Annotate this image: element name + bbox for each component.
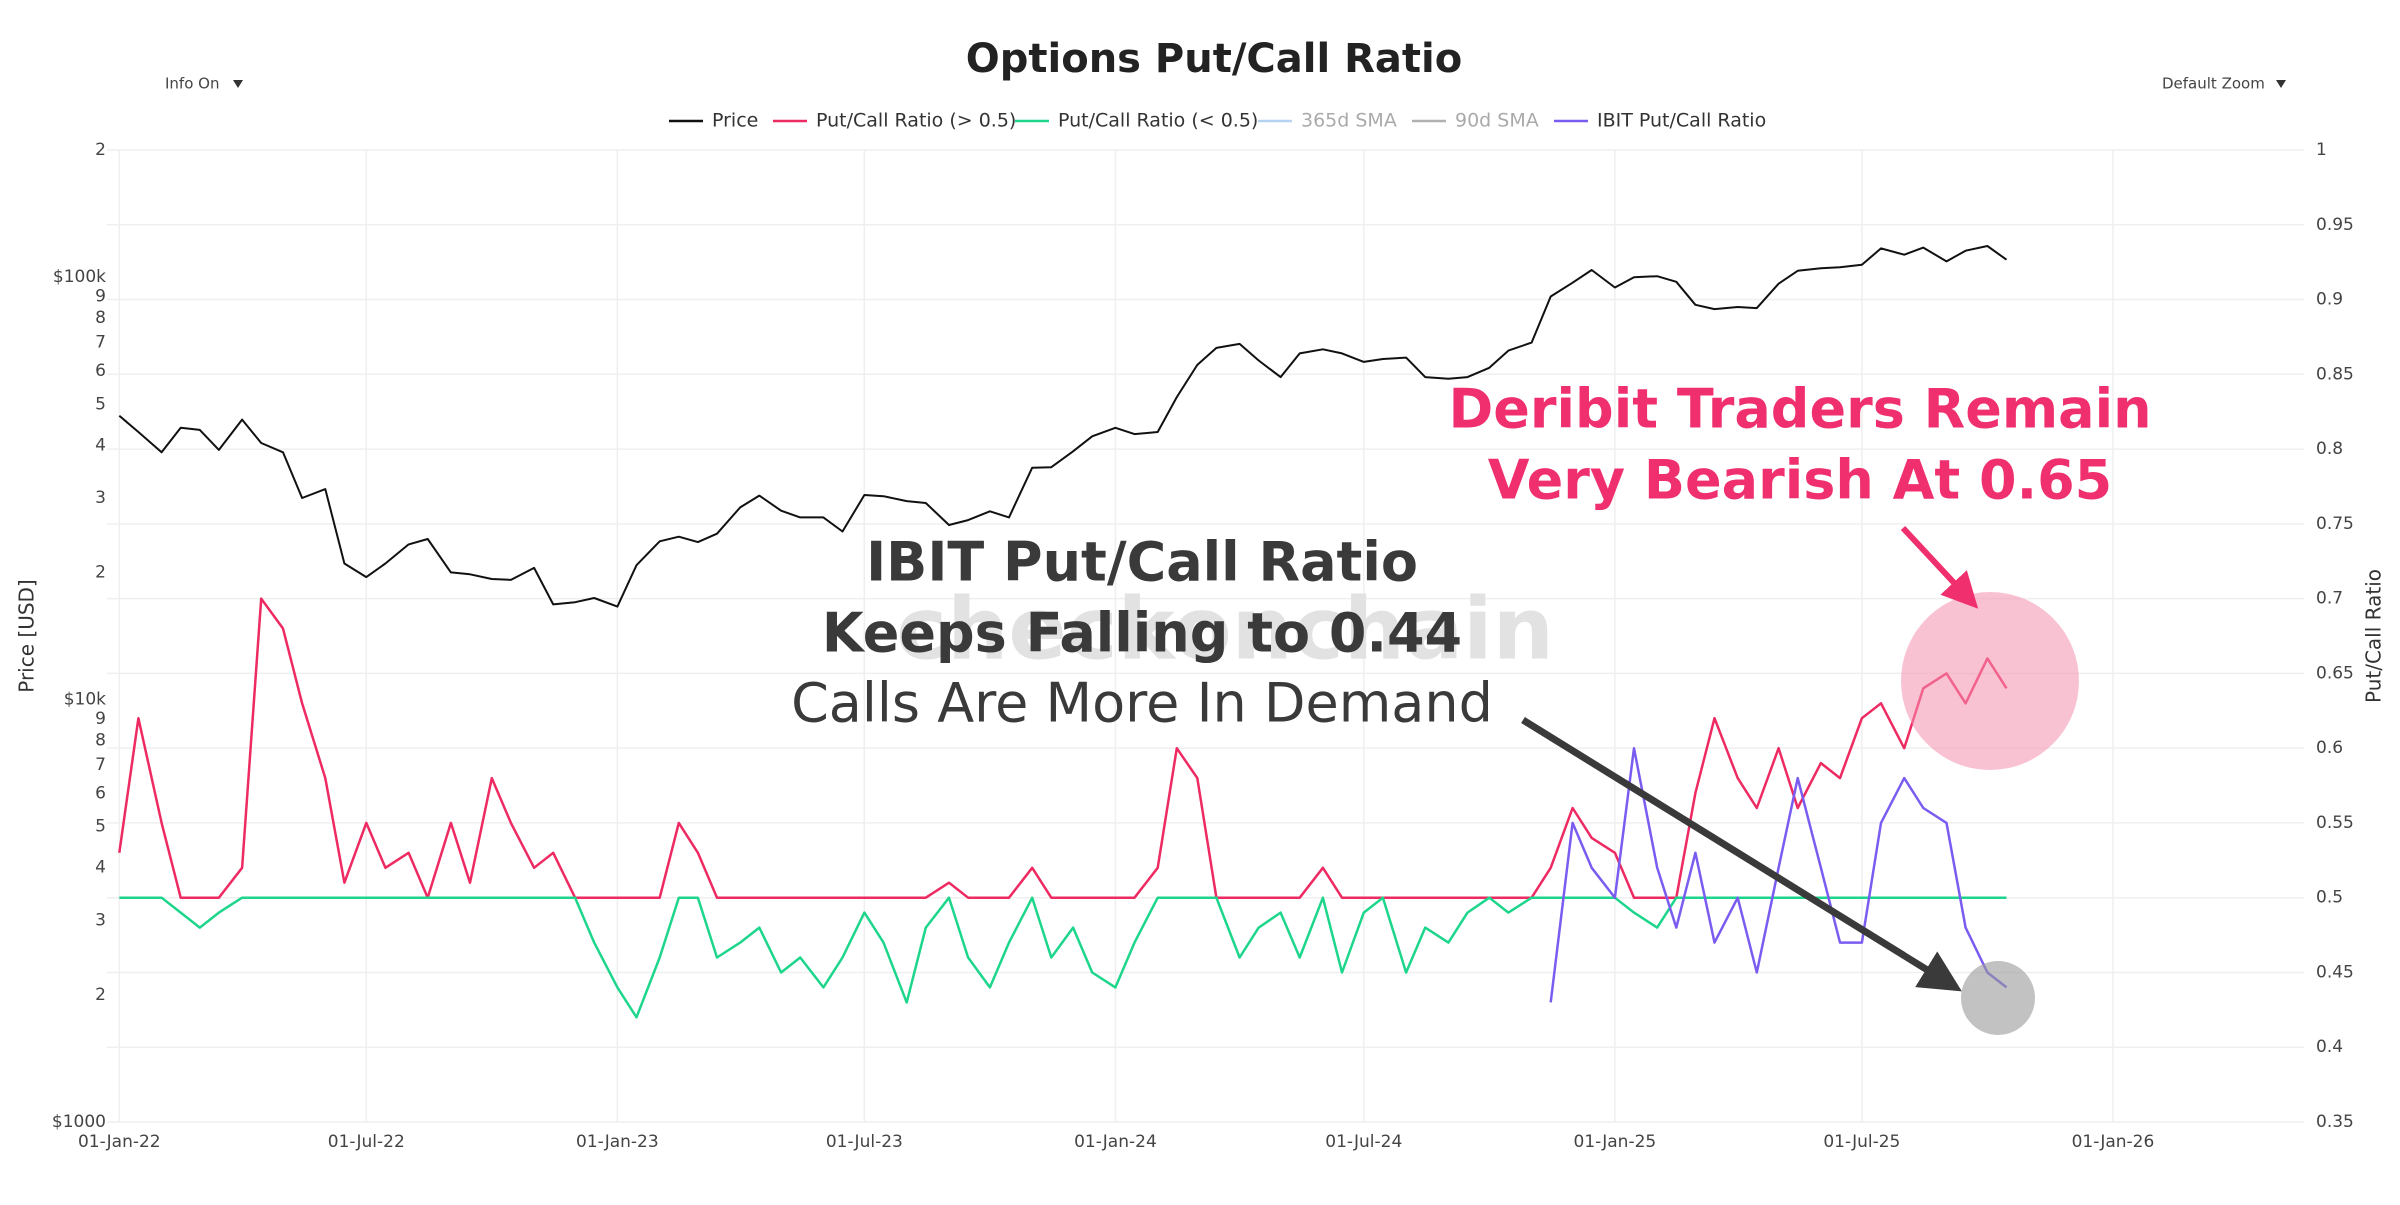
y2-tick-label: 0.85 bbox=[2316, 364, 2354, 384]
y-tick-label: $100k bbox=[53, 267, 106, 287]
y-tick-label: 7 bbox=[95, 755, 106, 775]
annotation-arrow bbox=[1521, 717, 1962, 992]
y2-axis-title: Put/Call Ratio bbox=[2362, 569, 2386, 703]
y2-tick-label: 0.9 bbox=[2316, 290, 2343, 310]
series bbox=[118, 245, 2008, 1019]
annotation-text: Deribit Traders Remain bbox=[1448, 378, 2151, 441]
y-tick-label: 4 bbox=[95, 435, 106, 455]
y2-tick-label: 0.5 bbox=[2316, 888, 2343, 908]
annotation-text: IBIT Put/Call Ratio bbox=[866, 531, 1418, 594]
y2-tick-label: 0.95 bbox=[2316, 215, 2354, 235]
legend-label: 365d SMA bbox=[1301, 110, 1397, 132]
y-tick-label: 5 bbox=[95, 394, 106, 414]
annotation-text: Very Bearish At 0.65 bbox=[1488, 449, 2112, 512]
y2-tick-label: 0.35 bbox=[2316, 1112, 2354, 1132]
annotation-arrow bbox=[1900, 525, 1979, 609]
annotations: IBIT Put/Call Ratio Keeps Falling to 0.44… bbox=[791, 378, 2151, 735]
y-tick-label: 4 bbox=[95, 858, 106, 878]
series-line bbox=[118, 245, 2008, 608]
y-tick-label: 2 bbox=[95, 562, 106, 582]
y2-tick-label: 0.65 bbox=[2316, 663, 2354, 683]
y2-tick-label: 0.4 bbox=[2316, 1037, 2343, 1057]
x-tick-label: 01-Jan-24 bbox=[1074, 1132, 1157, 1152]
legend-label: IBIT Put/Call Ratio bbox=[1597, 110, 1766, 132]
y2-tick-label: 0.55 bbox=[2316, 813, 2354, 833]
y-tick-label: 8 bbox=[95, 308, 106, 328]
y-tick-label: 7 bbox=[95, 333, 106, 353]
highlight-circle bbox=[1901, 592, 2079, 770]
y-tick-label: 3 bbox=[95, 910, 106, 930]
zoom-select[interactable]: Default Zoom bbox=[2162, 75, 2265, 93]
y-tick-label: 8 bbox=[95, 731, 106, 751]
x-tick-label: 01-Jan-22 bbox=[78, 1132, 161, 1152]
x-tick-label: 01-Jul-25 bbox=[1823, 1132, 1900, 1152]
y-tick-label: 3 bbox=[95, 488, 106, 508]
series-line bbox=[1549, 746, 2008, 1003]
y2-tick-label: 0.8 bbox=[2316, 439, 2343, 459]
x-tick-label: 01-Jan-26 bbox=[2072, 1132, 2155, 1152]
annotation-text: Calls Are More In Demand bbox=[791, 672, 1493, 735]
y-tick-label: $1000 bbox=[52, 1112, 106, 1132]
y-tick-label: 9 bbox=[95, 709, 106, 729]
y2-tick-label: 0.6 bbox=[2316, 738, 2343, 758]
info-toggle[interactable]: Info On bbox=[165, 75, 219, 93]
legend-label: Put/Call Ratio (> 0.5) bbox=[816, 110, 1016, 132]
y2-tick-label: 0.45 bbox=[2316, 962, 2354, 982]
x-tick-label: 01-Jan-25 bbox=[1574, 1132, 1657, 1152]
watermark: checkonchain bbox=[896, 579, 1554, 679]
y-tick-label: $10k bbox=[64, 690, 106, 710]
dropdown-arrow[interactable] bbox=[233, 80, 243, 88]
chart-title: Options Put/Call Ratio bbox=[966, 36, 1462, 82]
y-tick-label: 9 bbox=[95, 286, 106, 306]
legend-label: 90d SMA bbox=[1455, 110, 1539, 132]
legend-label: Put/Call Ratio (< 0.5) bbox=[1058, 110, 1258, 132]
legend: Price Put/Call Ratio (> 0.5) Put/Call Rati… bbox=[669, 110, 1766, 132]
legend-label: Price bbox=[712, 110, 758, 132]
highlight-circle bbox=[1961, 961, 2035, 1035]
y-tick-label: 2 bbox=[95, 985, 106, 1005]
x-tick-label: 01-Jan-23 bbox=[576, 1132, 659, 1152]
series-line bbox=[119, 896, 2007, 1019]
x-tick-label: 01-Jul-24 bbox=[1325, 1132, 1402, 1152]
y-tick-label: 6 bbox=[95, 783, 106, 803]
y2-tick-label: 0.7 bbox=[2316, 589, 2343, 609]
x-tick-label: 01-Jul-23 bbox=[826, 1132, 903, 1152]
y2-tick-label: 0.75 bbox=[2316, 514, 2354, 534]
y-tick-label: 6 bbox=[95, 361, 106, 381]
y-tick-label: 2 bbox=[95, 140, 106, 160]
x-tick-label: 01-Jul-22 bbox=[328, 1132, 405, 1152]
y-axis-title: Price [USD] bbox=[15, 579, 39, 693]
y2-tick-label: 1 bbox=[2316, 140, 2327, 160]
y-tick-label: 5 bbox=[95, 817, 106, 837]
series-line bbox=[118, 597, 2008, 899]
dropdown-arrow[interactable] bbox=[2276, 80, 2286, 88]
annotation-text: Keeps Falling to 0.44 bbox=[822, 602, 1462, 665]
